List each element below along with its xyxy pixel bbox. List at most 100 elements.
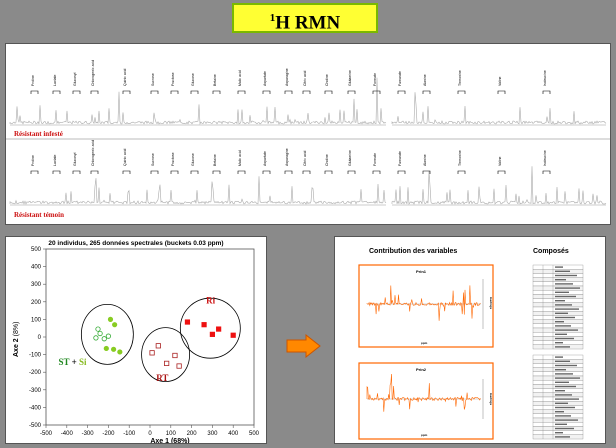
y-tick-label: 500 (31, 247, 42, 253)
spectrum-bottom-annotation: Formate (373, 153, 377, 166)
spectrum-bottom-annotation: Glutamine (348, 150, 352, 166)
x-tick-label: 500 (249, 431, 260, 437)
spectrum-top (9, 77, 607, 126)
composes-heading: Composés (533, 248, 569, 255)
spectrum-bottom-annotation: Aspartate (263, 151, 267, 166)
nmr-spectra-plot: Proline Lactate Glucosyl Chlorogenic acid Qu… (6, 60, 610, 206)
y-tick-label: 0 (38, 335, 42, 341)
spectrum-bottom-annotation: Malic acid (238, 150, 242, 166)
y-tick-label: 300 (31, 282, 42, 288)
spectrum-top-annotation: Glucose (191, 73, 195, 86)
x-tick-label: 100 (166, 431, 177, 437)
pca-plot-area (45, 248, 255, 426)
spectrum-bottom-annotation: Lactate (53, 154, 57, 166)
label-resistant-infeste: Résistant infesté (14, 130, 63, 138)
spectrum-top-annotation: Asparagine (285, 68, 289, 86)
y-tick-label: -100 (29, 353, 42, 359)
spectrum-bottom-annotation: Glucosyl (73, 152, 77, 166)
nmr-spectra-panel: Proline Lactate Glucosyl Chlorogenic acid Qu… (5, 43, 611, 225)
y-tick-label: 100 (31, 317, 42, 323)
spectrum-bottom-annotation: Glucose (191, 153, 195, 166)
loadings-plot-2-frame (358, 362, 494, 440)
spectrum-top-annotation: Quinic acid (123, 69, 127, 86)
point-st (101, 336, 107, 342)
y-tick-label: -200 (29, 370, 42, 376)
arrow-right-icon-1 (286, 334, 321, 358)
spectrum-bottom-annotation: Fumarate (398, 151, 402, 166)
point-st (95, 326, 101, 332)
loadings-plots (358, 264, 584, 440)
spectrum-top-annotation: Choline (325, 74, 329, 86)
x-tick-label: -400 (61, 431, 74, 437)
cluster-st-si (80, 303, 134, 365)
annotations-top: Proline Lactate Glucosyl Chlorogenic acid Qu… (30, 60, 551, 94)
loadings-plot-2 (366, 373, 484, 419)
spectrum-top-annotation: Betaine (213, 74, 217, 86)
point-st (93, 335, 99, 341)
group-label-ri: Ri (206, 296, 215, 306)
point-ri (209, 331, 215, 337)
spectrum-bottom-annotation: Isoleucine (543, 150, 547, 166)
point-si (111, 346, 117, 352)
pca-title: 20 individus, 265 données spectrales (bu… (48, 240, 224, 247)
spectrum-top-annotation: Chlorogenic acid (91, 60, 95, 86)
point-rt (164, 360, 170, 366)
spectrum-bottom-annotation: Chlorogenic acid (91, 140, 95, 166)
point-ri (184, 319, 191, 325)
spectrum-bottom-annotation: Threonine (458, 150, 462, 166)
point-ri (216, 326, 222, 332)
spectrum-top-annotation: Fructose (171, 72, 175, 86)
title-superscript: 1 (269, 12, 276, 24)
spectrum-top-annotation: Valine (498, 76, 502, 86)
title-text: H RMN (275, 12, 341, 34)
page-title: 1H RMN (232, 3, 378, 33)
plot-2-title: Prin2 (416, 367, 427, 372)
point-si (103, 345, 109, 352)
plot-1-ylabel: loadings (489, 296, 494, 310)
spectrum-bottom-annotation: Valine (498, 156, 502, 166)
point-si (117, 349, 123, 355)
spectrum-top-annotation: Aspartate (263, 71, 267, 86)
point-rt (172, 352, 178, 359)
spectrum-top-annotation: Proline (31, 75, 35, 86)
group-label-rt: RT (156, 373, 168, 383)
y-tick-label: 400 (31, 265, 42, 271)
spectrum-top-annotation: Lactate (53, 74, 57, 86)
spectrum-bottom-annotation: Asparagine (285, 148, 289, 166)
spectrum-bottom-annotation: Quinic acid (123, 149, 127, 166)
spectrum-bottom-annotation: Choline (325, 154, 329, 166)
pca-panel: 20 individus, 265 données spectrales (bu… (5, 236, 267, 444)
spectrum-bottom (9, 166, 607, 206)
spectrum-top-annotation: Isoleucine (543, 70, 547, 86)
point-rt (155, 343, 161, 349)
compounds-table-2 (532, 354, 584, 440)
group-label-st-si: ST + Si (58, 357, 87, 367)
point-st (105, 333, 112, 339)
spectrum-bottom-annotation: Fructose (171, 152, 175, 166)
spectrum-top-annotation: Formate (373, 73, 377, 86)
x-tick-label: 300 (207, 431, 218, 437)
point-ri (230, 332, 236, 338)
plot-2-ylabel: loadings (489, 392, 494, 406)
contribution-heading: Contribution des variables (369, 248, 458, 255)
spectrum-bottom-annotation: Alanine (423, 154, 427, 166)
cluster-ri (179, 297, 241, 359)
point-si (112, 322, 118, 328)
spectrum-bottom-annotation: Citric acid (303, 151, 307, 166)
loadings-panel: Contribution des variables Composés Prin… (334, 236, 606, 444)
plot-1-xlabel: ppm (421, 341, 428, 345)
spectrum-top-annotation: Sucrose (151, 73, 155, 86)
annotations-bottom: Proline Lactate Glucosyl Chlorogenic acid Qu… (30, 140, 551, 174)
spectrum-bottom-annotation: Proline (31, 155, 35, 166)
loadings-plot-1-frame (358, 264, 494, 348)
spectrum-top-annotation: Alanine (423, 74, 427, 86)
y-axis-label: Axe 2 (8%) (13, 322, 20, 357)
x-tick-label: 400 (228, 431, 239, 437)
x-tick-label: -200 (102, 431, 115, 437)
point-rt (149, 350, 155, 356)
point-ri (201, 322, 207, 328)
x-tick-label: -300 (82, 431, 95, 437)
spectrum-bottom-annotation: Betaine (213, 154, 217, 166)
spectrum-bottom-annotation: Sucrose (151, 153, 155, 166)
point-st (97, 330, 103, 337)
